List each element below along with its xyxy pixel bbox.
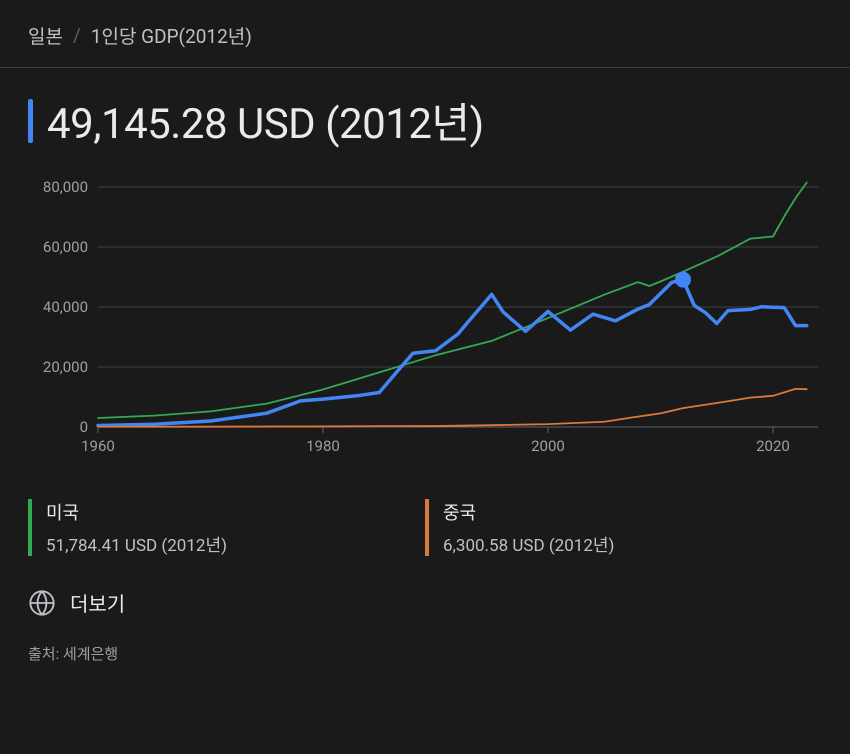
y-axis-label: 80,000	[43, 178, 88, 196]
x-axis-label: 2020	[756, 437, 790, 455]
y-axis-label: 60,000	[43, 238, 88, 256]
breadcrumb-metric[interactable]: 1인당 GDP(2012년)	[91, 22, 252, 49]
legend-value: 51,784.41 USD (2012년)	[46, 531, 425, 556]
breadcrumb-separator: /	[73, 24, 81, 47]
x-axis-label: 1980	[306, 437, 340, 455]
y-axis-label: 20,000	[43, 358, 88, 376]
more-label: 더보기	[70, 588, 125, 617]
headline-accent-bar	[28, 99, 33, 143]
chart-container: 0 20,000 40,000 60,000 80,000 1960 1980 2000 202…	[0, 161, 850, 477]
gdp-line-chart[interactable]: 0 20,000 40,000 60,000 80,000 1960 1980 2000 202…	[28, 177, 828, 477]
legend-name: 미국	[46, 499, 425, 525]
breadcrumb: 일본 / 1인당 GDP(2012년)	[0, 0, 850, 68]
highlight-point[interactable]	[675, 272, 691, 288]
headline-row: 49,145.28 USD (2012년)	[0, 68, 850, 161]
more-button[interactable]: 더보기	[0, 556, 850, 617]
legend-item[interactable]: 중국 6,300.58 USD (2012년)	[425, 499, 822, 556]
y-axis-label: 40,000	[43, 298, 88, 316]
source-prefix: 출처:	[28, 645, 59, 663]
x-axis-label: 1960	[81, 437, 115, 455]
series-line[interactable]	[98, 183, 807, 419]
globe-icon	[28, 589, 56, 617]
x-axis-label: 2000	[531, 437, 565, 455]
headline-value: 49,145.28 USD (2012년)	[47, 90, 484, 151]
source-line: 출처: 세계은행	[0, 617, 850, 664]
legend-value: 6,300.58 USD (2012년)	[443, 531, 822, 556]
breadcrumb-country[interactable]: 일본	[28, 22, 63, 49]
source-name[interactable]: 세계은행	[63, 645, 118, 663]
series-line[interactable]	[98, 280, 807, 426]
legend-item[interactable]: 미국 51,784.41 USD (2012년)	[28, 499, 425, 556]
y-axis-label: 0	[80, 418, 88, 436]
legend-row: 미국 51,784.41 USD (2012년) 중국 6,300.58 USD (2…	[0, 477, 850, 556]
legend-name: 중국	[443, 499, 822, 525]
